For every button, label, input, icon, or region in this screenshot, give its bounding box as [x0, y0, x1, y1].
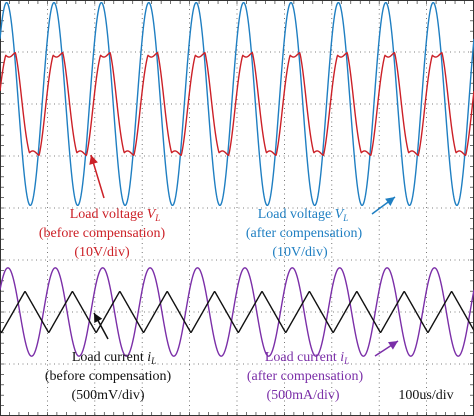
label-voltage-after-line1: Load voltage VL [258, 207, 349, 223]
arrow-voltage-after-head [385, 197, 395, 206]
waveform-vl-before [0, 51, 474, 157]
arrow-current-after-head [388, 341, 398, 350]
waveform-vl-after [0, 1, 474, 207]
time-base-label: 100us/div [398, 388, 453, 403]
label-voltage-after-line3: (10V/div) [272, 245, 328, 260]
waveform-il-after [0, 267, 474, 357]
waveforms [0, 1, 474, 357]
label-voltage-before: Load voltage VL (before compensation) (1… [39, 207, 166, 260]
arrow-current-after [374, 340, 399, 357]
annotation-arrows [89, 154, 399, 357]
arrow-voltage-before-head [89, 155, 98, 165]
arrow-voltage-before [89, 154, 105, 199]
label-current-before-line1: Load current iL [72, 350, 156, 366]
label-current-after-line3: (500mA/div) [266, 388, 339, 403]
label-current-after-line1: Load current iL [265, 350, 349, 366]
label-voltage-after-line2: (after compensation) [246, 226, 363, 241]
label-voltage-after: Load voltage VL (after compensation) (10… [246, 207, 363, 260]
label-current-before-line3: (500mV/div) [71, 388, 144, 403]
label-voltage-before-line3: (10V/div) [74, 245, 130, 260]
waveform-il-before [0, 290, 474, 334]
label-voltage-before-line1: Load voltage VL [70, 207, 161, 223]
arrow-current-before-head [94, 313, 103, 324]
arrow-current-before [93, 312, 109, 340]
label-current-after-line2: (after compensation) [247, 369, 364, 384]
label-voltage-before-line2: (before compensation) [39, 226, 166, 241]
arrow-voltage-after [371, 196, 396, 215]
label-current-before-line2: (before compensation) [45, 369, 172, 384]
label-current-after: Load current iL (after compensation) (50… [247, 350, 364, 403]
label-current-before: Load current iL (before compensation) (5… [45, 350, 172, 403]
